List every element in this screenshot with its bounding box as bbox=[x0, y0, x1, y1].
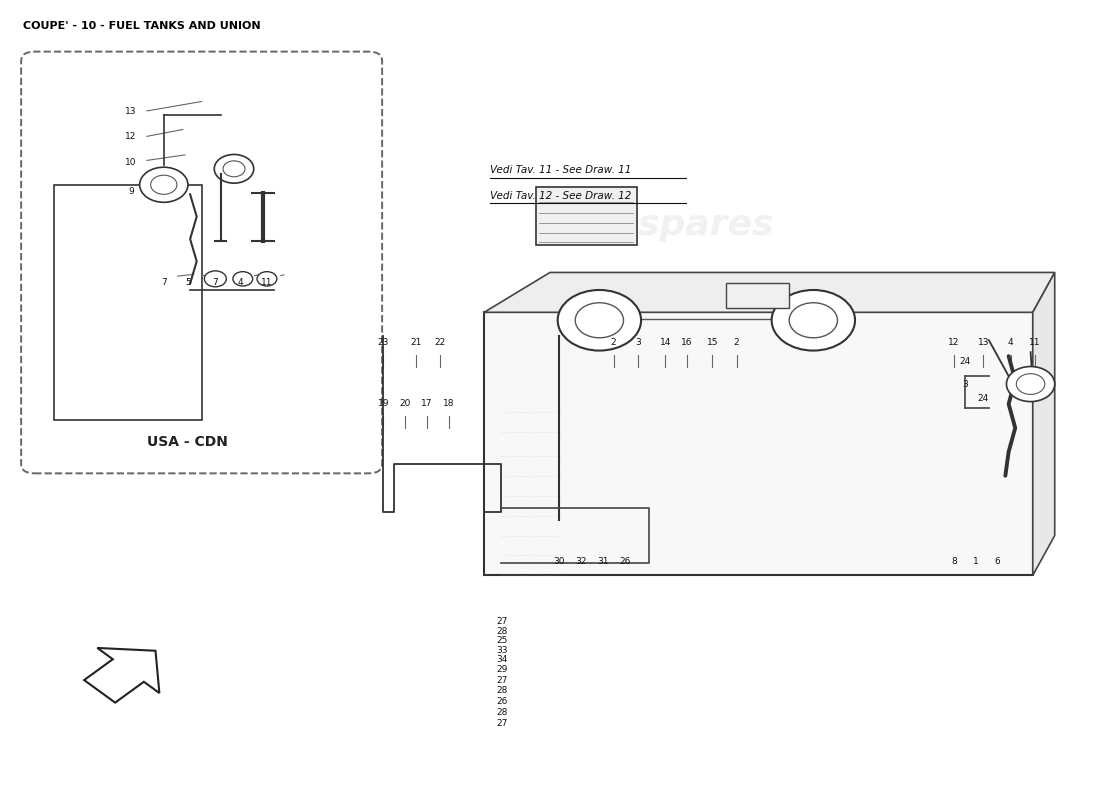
Text: 6: 6 bbox=[994, 557, 1001, 566]
Text: 27: 27 bbox=[496, 719, 507, 728]
Text: 24: 24 bbox=[959, 358, 970, 366]
Text: 20: 20 bbox=[399, 399, 411, 408]
Text: 7: 7 bbox=[161, 278, 167, 286]
Text: 22: 22 bbox=[434, 338, 446, 346]
Polygon shape bbox=[1033, 273, 1055, 575]
Text: 13: 13 bbox=[125, 107, 136, 116]
FancyBboxPatch shape bbox=[21, 52, 382, 474]
Text: eurospares: eurospares bbox=[546, 208, 774, 242]
Text: 1: 1 bbox=[972, 557, 979, 566]
Text: 26: 26 bbox=[496, 697, 507, 706]
Text: 32: 32 bbox=[575, 557, 586, 566]
Text: 18: 18 bbox=[443, 399, 454, 408]
Circle shape bbox=[1006, 366, 1055, 402]
Text: 11: 11 bbox=[1030, 338, 1041, 346]
Circle shape bbox=[558, 290, 641, 350]
Polygon shape bbox=[484, 273, 1055, 312]
Text: 7: 7 bbox=[212, 278, 218, 286]
Text: 15: 15 bbox=[706, 338, 718, 346]
Polygon shape bbox=[84, 648, 160, 702]
Text: 33: 33 bbox=[496, 646, 507, 655]
Text: 3: 3 bbox=[961, 379, 968, 389]
Text: 14: 14 bbox=[660, 338, 671, 346]
Text: 29: 29 bbox=[496, 665, 507, 674]
Text: 4: 4 bbox=[1008, 338, 1013, 346]
Text: 21: 21 bbox=[410, 338, 421, 346]
Text: 28: 28 bbox=[496, 708, 507, 717]
Text: 30: 30 bbox=[553, 557, 564, 566]
Text: 4: 4 bbox=[238, 278, 243, 286]
Text: 12: 12 bbox=[948, 338, 959, 346]
Text: 25: 25 bbox=[496, 636, 507, 646]
FancyBboxPatch shape bbox=[536, 187, 637, 245]
Text: 27: 27 bbox=[496, 676, 507, 685]
Circle shape bbox=[233, 272, 253, 286]
Circle shape bbox=[214, 154, 254, 183]
Polygon shape bbox=[484, 312, 1033, 575]
Text: COUPE' - 10 - FUEL TANKS AND UNION: COUPE' - 10 - FUEL TANKS AND UNION bbox=[23, 22, 261, 31]
Circle shape bbox=[205, 271, 227, 286]
Text: 34: 34 bbox=[496, 655, 507, 664]
Text: 8: 8 bbox=[950, 557, 957, 566]
Text: 28: 28 bbox=[496, 626, 507, 636]
FancyBboxPatch shape bbox=[726, 283, 789, 308]
Text: 2: 2 bbox=[610, 338, 616, 346]
Text: Vedi Tav. 12 - See Draw. 12: Vedi Tav. 12 - See Draw. 12 bbox=[490, 191, 631, 201]
Text: 27: 27 bbox=[496, 617, 507, 626]
Text: 5: 5 bbox=[185, 278, 190, 286]
Text: 31: 31 bbox=[597, 557, 608, 566]
Text: 3: 3 bbox=[635, 338, 640, 346]
Text: USA - CDN: USA - CDN bbox=[147, 435, 229, 450]
Text: eurospares: eurospares bbox=[728, 481, 921, 510]
Text: 23: 23 bbox=[377, 338, 389, 346]
Circle shape bbox=[771, 290, 855, 350]
Text: 9: 9 bbox=[128, 186, 134, 196]
Text: 16: 16 bbox=[681, 338, 693, 346]
Text: Vedi Tav. 11 - See Draw. 11: Vedi Tav. 11 - See Draw. 11 bbox=[490, 166, 631, 175]
Text: 26: 26 bbox=[619, 557, 630, 566]
Text: 17: 17 bbox=[421, 399, 433, 408]
Text: 11: 11 bbox=[261, 278, 273, 286]
Text: 2: 2 bbox=[734, 338, 739, 346]
Text: 24: 24 bbox=[978, 394, 989, 403]
Text: 10: 10 bbox=[125, 158, 136, 167]
Text: 13: 13 bbox=[978, 338, 989, 346]
Circle shape bbox=[140, 167, 188, 202]
Text: 28: 28 bbox=[496, 686, 507, 695]
FancyBboxPatch shape bbox=[54, 185, 202, 420]
Text: 19: 19 bbox=[377, 399, 389, 408]
Text: eurospares: eurospares bbox=[91, 330, 284, 358]
Circle shape bbox=[257, 272, 277, 286]
Text: 12: 12 bbox=[125, 133, 136, 142]
